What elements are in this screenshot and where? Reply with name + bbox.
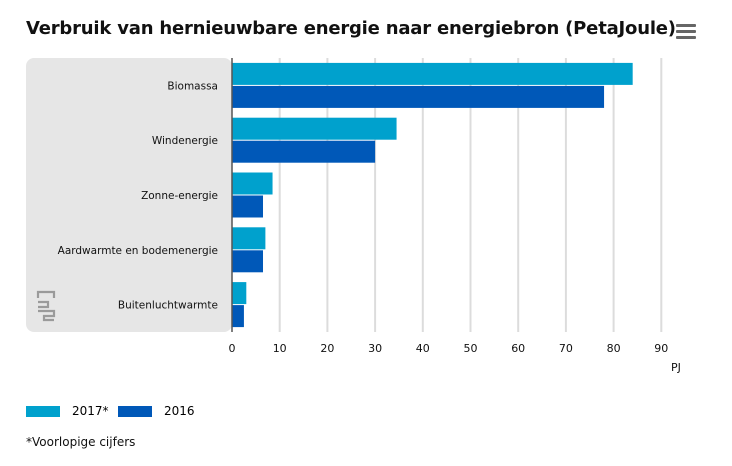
legend-label-2017: 2017* <box>72 404 109 418</box>
bar-2016-2 <box>232 195 264 218</box>
bar-2017-3 <box>232 227 266 250</box>
category-label-0: Biomassa <box>167 80 218 92</box>
x-tick-label-80: 80 <box>607 342 621 355</box>
x-tick-label-40: 40 <box>416 342 430 355</box>
x-tick-label-90: 90 <box>654 342 668 355</box>
legend-label-2016: 2016 <box>164 404 195 418</box>
bar-2016-4 <box>232 305 244 328</box>
category-label-3: Aardwarmte en bodemenergie <box>58 245 218 257</box>
legend-item-2016[interactable]: 2016 <box>118 404 195 418</box>
bar-2016-1 <box>232 140 376 163</box>
bar-2017-2 <box>232 172 273 195</box>
x-tick-label-70: 70 <box>559 342 573 355</box>
x-tick-label-20: 20 <box>320 342 334 355</box>
footnote: *Voorlopige cijfers <box>26 435 136 449</box>
chart-title: Verbruik van hernieuwbare energie naar e… <box>26 18 676 39</box>
x-tick-label-0: 0 <box>229 342 236 355</box>
bar-2017-0 <box>232 62 633 85</box>
legend-swatch-2016 <box>118 405 152 417</box>
cbs-logo-icon <box>36 290 56 322</box>
bar-2016-0 <box>232 85 605 108</box>
x-tick-label-10: 10 <box>273 342 287 355</box>
x-axis-label: PJ <box>671 361 681 374</box>
label-panel-background <box>26 58 232 332</box>
x-tick-label-50: 50 <box>464 342 478 355</box>
bar-2017-4 <box>232 282 247 305</box>
x-tick-label-30: 30 <box>368 342 382 355</box>
bar-2017-1 <box>232 117 397 140</box>
category-label-2: Zonne-energie <box>141 190 218 202</box>
legend-swatch-2017 <box>26 405 60 417</box>
category-label-4: Buitenluchtwarmte <box>118 300 218 312</box>
bar-2016-3 <box>232 250 264 273</box>
legend-item-2017[interactable]: 2017* <box>26 404 109 418</box>
hamburger-menu-icon[interactable] <box>676 24 696 42</box>
x-tick-label-60: 60 <box>511 342 525 355</box>
bar-chart: Biomassa Windenergie Zonne-energie Aardwarm… <box>26 58 681 374</box>
category-label-1: Windenergie <box>152 135 218 147</box>
